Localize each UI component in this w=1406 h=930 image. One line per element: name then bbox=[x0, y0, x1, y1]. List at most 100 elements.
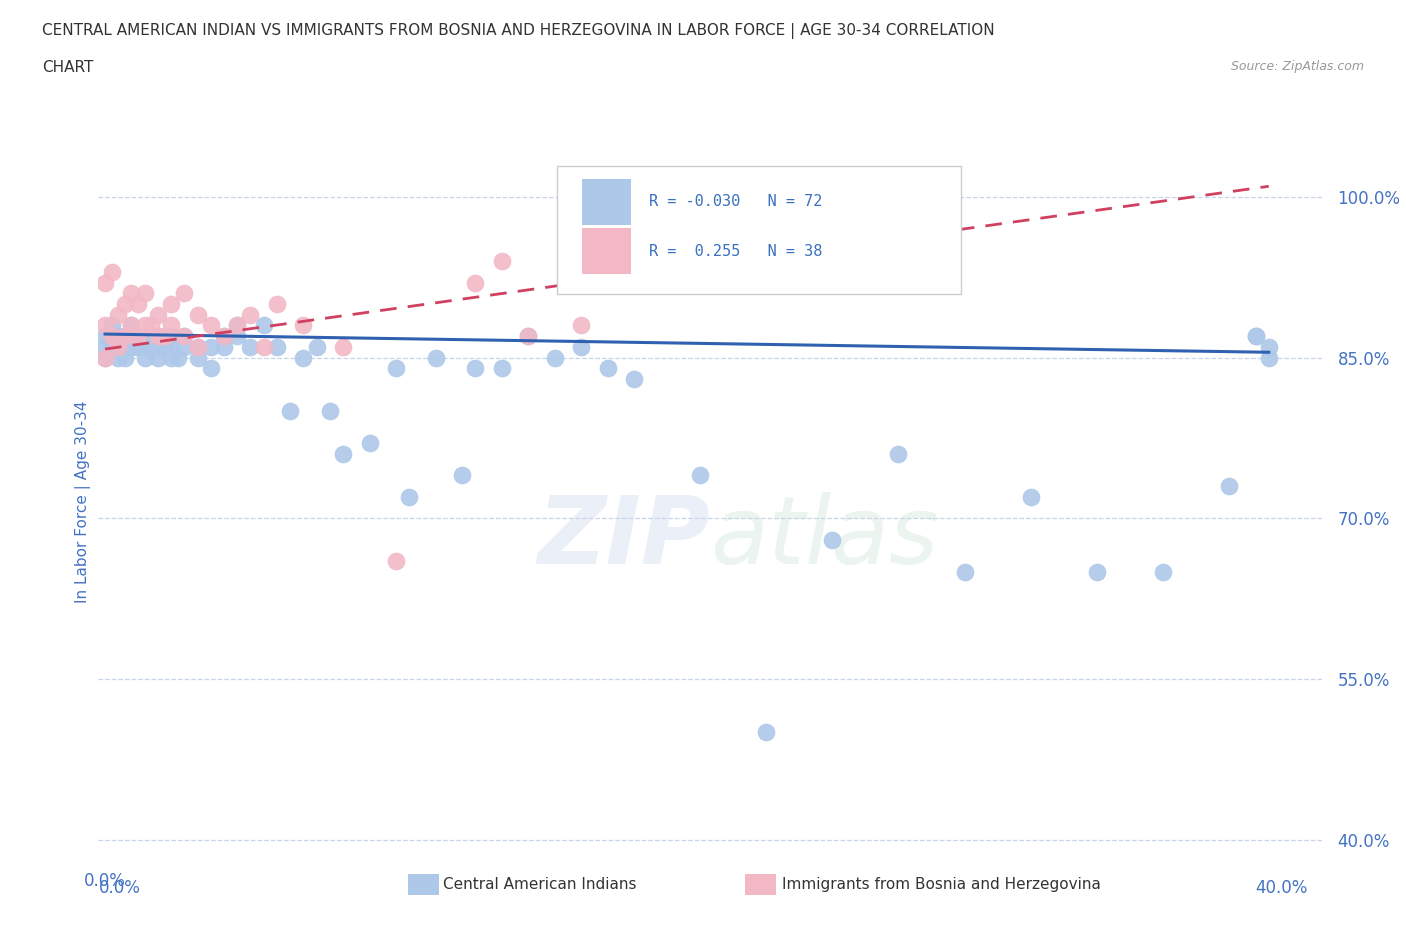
Point bbox=[517, 329, 540, 344]
Text: Source: ZipAtlas.com: Source: ZipAtlas.com bbox=[1230, 60, 1364, 73]
Point bbox=[141, 339, 163, 354]
Point bbox=[114, 297, 136, 312]
Point bbox=[121, 318, 143, 333]
Point bbox=[146, 339, 169, 354]
Point bbox=[100, 329, 122, 344]
Point bbox=[107, 329, 129, 344]
Point bbox=[569, 318, 592, 333]
Point bbox=[134, 339, 156, 354]
Point bbox=[107, 307, 129, 322]
Point bbox=[187, 307, 209, 322]
Text: 0.0%: 0.0% bbox=[98, 879, 141, 897]
Point bbox=[1019, 489, 1042, 504]
Point bbox=[187, 351, 209, 365]
Point bbox=[278, 404, 301, 418]
Point bbox=[114, 339, 136, 354]
Point bbox=[226, 318, 249, 333]
Text: Central American Indians: Central American Indians bbox=[443, 877, 637, 892]
Point bbox=[239, 307, 262, 322]
Point bbox=[226, 318, 249, 333]
Point bbox=[464, 275, 486, 290]
Point bbox=[385, 361, 408, 376]
Point bbox=[623, 372, 645, 387]
Point bbox=[887, 446, 910, 461]
Point bbox=[332, 446, 354, 461]
Point bbox=[491, 361, 513, 376]
Point bbox=[160, 329, 183, 344]
Point bbox=[212, 329, 235, 344]
Point bbox=[398, 489, 420, 504]
Point bbox=[239, 339, 262, 354]
Point bbox=[160, 351, 183, 365]
Point bbox=[127, 329, 149, 344]
Point bbox=[226, 329, 249, 344]
Point bbox=[359, 436, 381, 451]
Point bbox=[121, 329, 143, 344]
Point bbox=[821, 532, 844, 547]
Point bbox=[146, 351, 169, 365]
Point bbox=[292, 318, 315, 333]
Text: atlas: atlas bbox=[710, 492, 938, 583]
Point bbox=[153, 329, 176, 344]
Point bbox=[134, 329, 156, 344]
Point bbox=[107, 339, 129, 354]
Point bbox=[266, 297, 288, 312]
Point bbox=[1152, 565, 1174, 579]
Point bbox=[160, 297, 183, 312]
Point bbox=[121, 318, 143, 333]
Point bbox=[94, 339, 117, 354]
Point bbox=[141, 318, 163, 333]
Point bbox=[94, 351, 117, 365]
Text: CHART: CHART bbox=[42, 60, 94, 75]
Point bbox=[94, 318, 117, 333]
FancyBboxPatch shape bbox=[557, 166, 960, 294]
Point bbox=[755, 725, 778, 740]
Point bbox=[569, 339, 592, 354]
Point bbox=[146, 329, 169, 344]
Point bbox=[94, 329, 117, 344]
Point bbox=[332, 339, 354, 354]
Point bbox=[200, 361, 222, 376]
Point bbox=[127, 297, 149, 312]
Point bbox=[596, 361, 619, 376]
Point bbox=[100, 318, 122, 333]
Point bbox=[491, 254, 513, 269]
Point bbox=[141, 329, 163, 344]
Point bbox=[134, 318, 156, 333]
Point bbox=[200, 339, 222, 354]
Point bbox=[1085, 565, 1108, 579]
Point bbox=[173, 329, 195, 344]
Point bbox=[160, 318, 183, 333]
Text: R = -0.030   N = 72: R = -0.030 N = 72 bbox=[648, 194, 823, 209]
Point bbox=[121, 286, 143, 300]
Point bbox=[385, 553, 408, 568]
Point bbox=[173, 329, 195, 344]
FancyBboxPatch shape bbox=[582, 229, 630, 274]
Point bbox=[212, 339, 235, 354]
Point bbox=[1257, 339, 1279, 354]
Point bbox=[543, 351, 565, 365]
Point bbox=[114, 329, 136, 344]
Y-axis label: In Labor Force | Age 30-34: In Labor Force | Age 30-34 bbox=[76, 401, 91, 604]
Point bbox=[146, 307, 169, 322]
Text: CENTRAL AMERICAN INDIAN VS IMMIGRANTS FROM BOSNIA AND HERZEGOVINA IN LABOR FORCE: CENTRAL AMERICAN INDIAN VS IMMIGRANTS FR… bbox=[42, 23, 995, 39]
Point bbox=[253, 339, 276, 354]
Point bbox=[146, 329, 169, 344]
Point bbox=[187, 339, 209, 354]
Point bbox=[100, 264, 122, 279]
Point bbox=[173, 286, 195, 300]
Point bbox=[187, 339, 209, 354]
Point bbox=[689, 468, 711, 483]
Point bbox=[319, 404, 342, 418]
Point bbox=[127, 339, 149, 354]
Point bbox=[134, 351, 156, 365]
Point bbox=[127, 329, 149, 344]
Point bbox=[94, 351, 117, 365]
Point bbox=[292, 351, 315, 365]
Point bbox=[160, 339, 183, 354]
Point bbox=[153, 339, 176, 354]
Point bbox=[425, 351, 447, 365]
Point bbox=[1244, 329, 1267, 344]
Point bbox=[121, 339, 143, 354]
Point bbox=[173, 339, 195, 354]
